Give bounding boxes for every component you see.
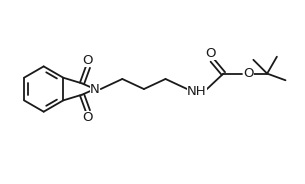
Text: N: N [90, 83, 100, 95]
Text: O: O [83, 111, 93, 124]
Text: O: O [205, 47, 216, 60]
Text: NH: NH [187, 84, 207, 98]
Text: O: O [243, 67, 254, 80]
Text: O: O [83, 54, 93, 67]
